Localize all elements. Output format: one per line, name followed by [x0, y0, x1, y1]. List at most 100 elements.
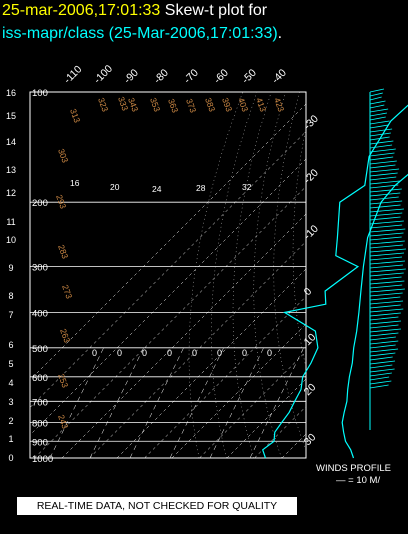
isotherm — [30, 158, 306, 436]
dry-adiabat-label: 313 — [68, 107, 82, 124]
mixing-ratio-label: 24 — [152, 184, 162, 194]
height-tick-label: 12 — [6, 188, 16, 198]
wind-barb — [369, 320, 401, 325]
dewpoint-line — [261, 104, 408, 459]
moist-adiabat-marker: 0 — [92, 348, 97, 358]
height-tick-label: 7 — [8, 310, 13, 320]
wind-barb — [369, 216, 401, 221]
temp-label-right: 0 — [302, 285, 315, 298]
height-tick-label: 13 — [6, 165, 16, 175]
wind-barb — [369, 140, 394, 145]
pressure-tick-label: 100 — [32, 88, 48, 99]
wind-barb — [369, 240, 405, 245]
mixing-ratio-line — [169, 344, 226, 458]
winds-profile-label: WINDS PROFILE — [316, 463, 391, 474]
dry-adiabat-label: 343 — [126, 96, 140, 113]
mixing-ratio-line — [129, 344, 186, 458]
isotherm — [89, 241, 306, 458]
isotherm — [281, 433, 306, 458]
temp-label-right: 30 — [302, 431, 319, 448]
pressure-tick-label: 1000 — [32, 454, 53, 465]
wind-barb — [369, 92, 383, 97]
temp-label-top: -40 — [270, 67, 289, 86]
wind-barb — [369, 304, 401, 309]
wind-barb — [369, 156, 394, 161]
wind-barb — [369, 228, 406, 233]
wind-barb — [369, 352, 396, 357]
chart-title-line2: iss-mapr/class (25-Mar-2006,17:01:33). — [2, 25, 282, 43]
dry-adiabat-label: 373 — [184, 97, 198, 114]
dry-adiabat-label: 243 — [56, 413, 70, 430]
wind-barb — [369, 316, 399, 321]
dry-adiabat — [253, 92, 286, 458]
isotherm — [61, 213, 306, 458]
wind-barb — [369, 356, 393, 361]
dry-adiabat-label: 353 — [148, 96, 162, 113]
dry-adiabat-label: 283 — [56, 243, 70, 260]
wind-barb — [369, 340, 399, 345]
mixing-ratio-line — [49, 344, 106, 458]
dry-adiabat-label: 423 — [272, 96, 286, 113]
temp-label-top: -60 — [212, 67, 231, 86]
pressure-tick-label: 400 — [32, 308, 48, 319]
wind-barb — [369, 172, 398, 177]
disclaimer-banner: REAL-TIME DATA, NOT CHECKED FOR QUALITY — [17, 497, 297, 515]
wind-barb — [369, 220, 404, 225]
wind-barb — [369, 376, 390, 381]
wind-barb — [369, 244, 403, 249]
wind-barb — [369, 280, 405, 285]
grid-layer — [29, 91, 408, 459]
dry-adiabat-label: 393 — [220, 96, 234, 113]
wind-barb — [369, 276, 402, 281]
moist-adiabat-marker: 0 — [167, 348, 172, 358]
moist-adiabat-marker: 0 — [117, 348, 122, 358]
wind-barb — [369, 88, 385, 93]
chart-title-line1: 25-mar-2006,17:01:33 Skew-t plot for — [2, 2, 267, 20]
dry-adiabat — [188, 92, 243, 458]
grid-clip — [30, 92, 408, 458]
title-text: Skew-t plot for — [164, 2, 268, 19]
dry-adiabat — [273, 92, 306, 451]
wind-barb — [369, 360, 396, 365]
temp-label-top: -110 — [62, 63, 85, 86]
dry-adiabat-label: 383 — [203, 96, 217, 113]
pressure-tick-label: 200 — [32, 198, 48, 209]
wind-barb — [369, 232, 404, 237]
wind-barb — [369, 372, 392, 377]
wind-barb — [369, 168, 400, 173]
dry-adiabat — [364, 92, 408, 458]
pressure-tick-label: 500 — [32, 344, 48, 355]
wind-barb — [369, 256, 403, 261]
dry-adiabat-label: 293 — [54, 193, 68, 210]
height-tick-label: 10 — [6, 235, 16, 245]
pressure-tick-label: 300 — [32, 263, 48, 274]
mixing-ratio-label: 20 — [110, 182, 120, 192]
wind-barb — [369, 300, 404, 305]
wind-barb — [369, 288, 405, 293]
wind-barb — [369, 176, 397, 181]
height-tick-label: 2 — [8, 416, 13, 426]
height-tick-label: 14 — [6, 137, 16, 147]
temp-label-top: -50 — [240, 67, 259, 86]
height-tick-label: 3 — [8, 397, 13, 407]
isotherm — [310, 92, 408, 458]
moist-adiabat-marker: 0 — [242, 348, 247, 358]
dry-adiabat — [312, 92, 364, 458]
wind-barb — [369, 212, 403, 217]
wind-barb — [369, 148, 396, 153]
height-tick-label: 8 — [8, 291, 13, 301]
wind-barb — [369, 104, 385, 109]
height-tick-label: 11 — [6, 217, 15, 227]
isotherm — [30, 131, 306, 408]
wind-barb — [369, 128, 393, 133]
wind-barb — [369, 160, 397, 165]
wind-barb — [369, 188, 402, 193]
mixing-ratio-line — [209, 344, 266, 458]
wind-barb — [369, 112, 388, 117]
temp-label-top: -90 — [122, 67, 141, 86]
pressure-tick-label: 600 — [32, 373, 48, 384]
dry-adiabat-label: 263 — [58, 327, 72, 344]
wind-barb — [369, 272, 404, 277]
